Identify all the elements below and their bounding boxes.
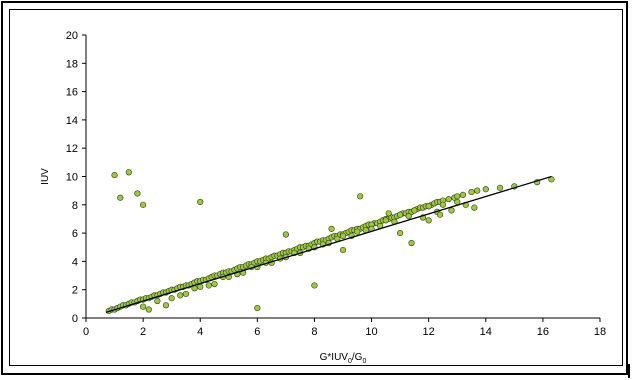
data-point — [425, 203, 432, 210]
data-point — [385, 210, 392, 217]
y-tick-label: 20 — [66, 30, 78, 42]
data-point — [140, 201, 147, 208]
data-point — [197, 198, 204, 206]
data-point — [454, 198, 461, 206]
data-point — [111, 171, 118, 179]
data-point — [439, 201, 447, 208]
data-point — [328, 225, 335, 232]
data-point — [397, 211, 404, 218]
data-point — [254, 304, 261, 312]
x-tick-label: 4 — [197, 326, 203, 338]
data-point — [177, 292, 184, 299]
data-point — [117, 194, 124, 201]
plot-area: 0 2 4 6 8 10 12 14 16 18 20 0 2 4 6 8 10 12 14 16 18 — [66, 30, 606, 338]
x-axis-title: G*IUV0/G0 — [320, 352, 367, 365]
data-point — [436, 211, 444, 218]
data-point — [211, 280, 218, 288]
x-tick-label: 18 — [594, 326, 606, 338]
data-point — [474, 187, 481, 194]
data-point — [162, 302, 170, 309]
data-point — [197, 283, 204, 290]
data-point — [125, 169, 132, 176]
data-point — [311, 282, 318, 289]
data-point — [382, 217, 389, 224]
x-tick-label: 14 — [480, 326, 492, 338]
data-point — [354, 228, 361, 235]
data-point — [145, 306, 152, 313]
y-tick-label: 4 — [72, 256, 78, 268]
y-tick-label: 6 — [72, 228, 78, 240]
x-tick-label: 6 — [254, 326, 260, 338]
y-tick-label: 16 — [66, 87, 78, 99]
x-tick-label: 10 — [365, 326, 377, 338]
data-point — [282, 231, 289, 238]
data-point — [445, 196, 452, 203]
y-tick-label: 2 — [72, 285, 78, 297]
x-tick-label: 0 — [83, 326, 89, 338]
data-point — [339, 246, 347, 254]
data-point — [448, 207, 455, 214]
data-point — [182, 290, 190, 298]
data-point — [459, 191, 467, 198]
data-point — [140, 303, 147, 310]
data-point — [134, 190, 141, 197]
y-tick-label: 18 — [66, 58, 78, 70]
data-point — [482, 186, 489, 193]
data-point — [425, 217, 432, 224]
data-point — [496, 184, 504, 191]
y-tick-label: 10 — [66, 172, 78, 184]
y-tick-label: 14 — [66, 115, 78, 127]
y-tick-label: 8 — [72, 200, 78, 212]
trendline — [105, 175, 552, 313]
x-tick-label: 12 — [423, 326, 435, 338]
data-point — [411, 207, 418, 214]
data-point — [339, 232, 347, 240]
data-point — [168, 295, 175, 302]
data-point — [468, 188, 475, 196]
data-point — [205, 282, 212, 289]
data-point — [397, 230, 404, 237]
y-axis-title: IUV — [40, 168, 51, 185]
data-point — [405, 213, 412, 220]
x-tick-label: 16 — [537, 326, 549, 338]
data-point — [454, 193, 461, 200]
data-point — [357, 193, 364, 200]
frame-corner-mark — [628, 364, 630, 378]
y-tick-label: 12 — [66, 143, 78, 155]
data-point — [154, 297, 161, 305]
data-point — [408, 239, 415, 247]
data-point — [471, 204, 478, 211]
x-tick-label: 2 — [140, 326, 146, 338]
y-tick-label: 0 — [72, 313, 78, 325]
x-tick-label: 8 — [311, 326, 317, 338]
